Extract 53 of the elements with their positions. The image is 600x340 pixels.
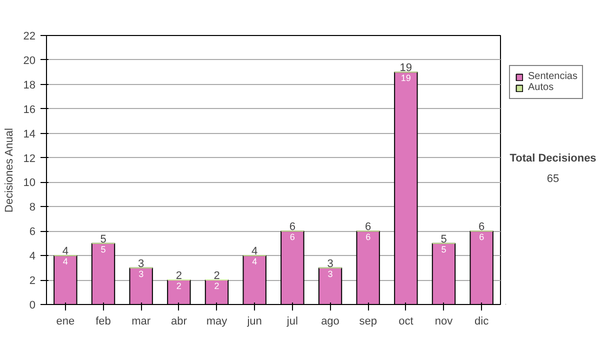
data-label: 6 bbox=[290, 232, 295, 242]
x-tick-label: dic bbox=[474, 316, 490, 328]
y-tick-label: 6 bbox=[29, 226, 36, 238]
total-label: 3 bbox=[138, 258, 144, 270]
y-tick-label: 22 bbox=[23, 30, 36, 42]
total-label: 6 bbox=[365, 221, 372, 234]
total-label: 5 bbox=[440, 233, 447, 246]
total-label: 5 bbox=[100, 233, 106, 246]
x-tick-label: abr bbox=[170, 316, 188, 328]
x-tick-label: oct bbox=[398, 316, 414, 328]
y-tick-label: 0 bbox=[29, 300, 36, 312]
text: 65 bbox=[546, 173, 560, 186]
y-tick-label: 4 bbox=[29, 250, 36, 263]
y-tick-label: 18 bbox=[23, 79, 36, 92]
x-tick-label: jul bbox=[286, 316, 298, 328]
x-tick-label: feb bbox=[96, 316, 111, 328]
data-label: 19 bbox=[400, 73, 411, 84]
x-tick-label: ago bbox=[321, 316, 340, 328]
x-tick-label: jun bbox=[246, 316, 262, 328]
data-label: 3 bbox=[328, 268, 333, 279]
x-tick-label: may bbox=[206, 316, 228, 328]
x-tick-label: nov bbox=[434, 316, 454, 328]
y-tick-label: 12 bbox=[23, 152, 36, 165]
data-label: 4 bbox=[62, 256, 68, 267]
data-label: 6 bbox=[479, 232, 484, 242]
data-label: 6 bbox=[366, 232, 371, 242]
data-label: 5 bbox=[100, 244, 106, 254]
y-axis-title: Decisiones Anual bbox=[3, 128, 16, 212]
legend-label: Sentencias bbox=[528, 71, 578, 82]
total-label: 19 bbox=[400, 62, 412, 74]
total-label: 4 bbox=[62, 246, 68, 258]
data-label: 2 bbox=[214, 281, 220, 292]
x-tick-label: sep bbox=[359, 316, 377, 328]
x-tick-label: mar bbox=[132, 316, 151, 328]
total-label: 6 bbox=[289, 221, 296, 234]
legend-label: Autos bbox=[528, 82, 554, 93]
total-label: 3 bbox=[327, 258, 334, 270]
data-label: 3 bbox=[138, 268, 144, 279]
y-tick-label: 20 bbox=[23, 54, 36, 67]
y-tick-label: 2 bbox=[29, 275, 36, 288]
total-label: 2 bbox=[176, 270, 182, 282]
text: Total Decisiones bbox=[510, 152, 596, 165]
data-label: 5 bbox=[441, 244, 446, 254]
y-tick-label: 8 bbox=[29, 202, 36, 214]
data-label: 2 bbox=[176, 281, 182, 292]
y-tick-label: 16 bbox=[23, 104, 36, 116]
x-tick-label: ene bbox=[56, 316, 75, 328]
total-label: 6 bbox=[478, 221, 485, 234]
total-label: 2 bbox=[214, 270, 220, 282]
total-label: 4 bbox=[252, 246, 258, 258]
y-tick-label: 14 bbox=[23, 128, 36, 140]
y-tick-label: 10 bbox=[23, 177, 36, 190]
data-label: 4 bbox=[252, 256, 258, 267]
